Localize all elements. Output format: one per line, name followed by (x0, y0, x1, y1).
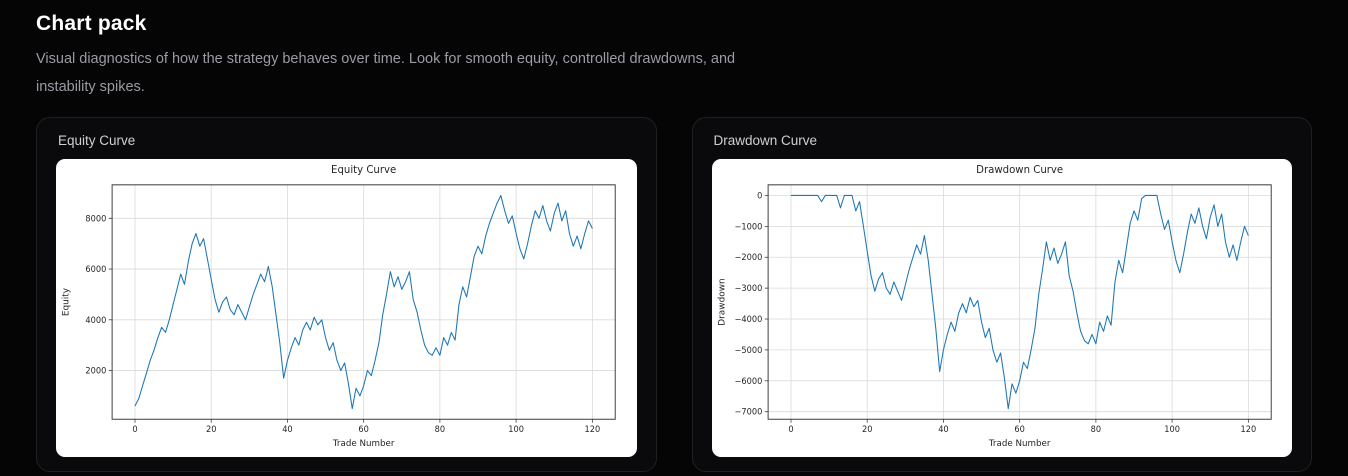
svg-text:20: 20 (861, 424, 871, 434)
svg-text:Trade Number: Trade Number (987, 439, 1050, 449)
equity-curve-figure: 0 20 40 60 80 100 120 2000 4000 6000 8000 Equity Cu… (56, 159, 637, 458)
svg-text:−2000: −2000 (734, 252, 762, 262)
equity-curve-chart: 0 20 40 60 80 100 120 2000 4000 6000 8000 Equity Cu… (62, 164, 616, 449)
svg-text:Drawdown: Drawdown (717, 278, 727, 325)
svg-text:Drawdown Curve: Drawdown Curve (976, 164, 1063, 176)
drawdown-curve-card: Drawdown Curve 0 20 40 60 80 100 120 0 −1000 −200… (691, 117, 1312, 473)
svg-text:Equity: Equity (62, 288, 72, 316)
drawdown-curve-figure: 0 20 40 60 80 100 120 0 −1000 −2000 −3000 −4000 −500… (711, 159, 1292, 458)
svg-text:40: 40 (282, 424, 292, 434)
svg-text:2000: 2000 (85, 366, 106, 376)
svg-text:Trade Number: Trade Number (332, 439, 395, 449)
svg-text:80: 80 (435, 424, 445, 434)
svg-text:0: 0 (788, 424, 793, 434)
svg-text:80: 80 (1090, 424, 1100, 434)
svg-text:20: 20 (206, 424, 216, 434)
svg-text:120: 120 (584, 424, 600, 434)
svg-text:0: 0 (757, 190, 762, 200)
svg-text:−7000: −7000 (734, 407, 762, 417)
svg-text:120: 120 (1240, 424, 1256, 434)
svg-text:−1000: −1000 (734, 221, 762, 231)
svg-text:0: 0 (132, 424, 137, 434)
svg-text:100: 100 (1164, 424, 1180, 434)
equity-curve-card: Equity Curve 0 20 40 60 80 100 120 2000 4000 6000… (36, 117, 657, 473)
svg-text:−6000: −6000 (734, 376, 762, 386)
equity-curve-card-title: Equity Curve (58, 133, 136, 149)
svg-text:100: 100 (508, 424, 524, 434)
svg-text:−4000: −4000 (734, 314, 762, 324)
svg-text:60: 60 (358, 424, 368, 434)
drawdown-curve-card-title: Drawdown Curve (713, 133, 818, 149)
svg-text:60: 60 (1014, 424, 1024, 434)
page-subtitle: Visual diagnostics of how the strategy b… (36, 51, 736, 95)
svg-text:40: 40 (938, 424, 948, 434)
svg-text:6000: 6000 (85, 264, 106, 274)
svg-text:−5000: −5000 (734, 345, 762, 355)
drawdown-curve-chart: 0 20 40 60 80 100 120 0 −1000 −2000 −3000 −4000 −500… (717, 164, 1272, 449)
svg-text:8000: 8000 (85, 213, 106, 223)
svg-text:Equity Curve: Equity Curve (331, 164, 396, 176)
page-title: Chart pack (36, 12, 147, 35)
chart-cards-row: Equity Curve 0 20 40 60 80 100 120 2000 4000 6000… (36, 117, 1312, 473)
svg-text:−3000: −3000 (734, 283, 762, 293)
svg-text:4000: 4000 (85, 315, 106, 325)
